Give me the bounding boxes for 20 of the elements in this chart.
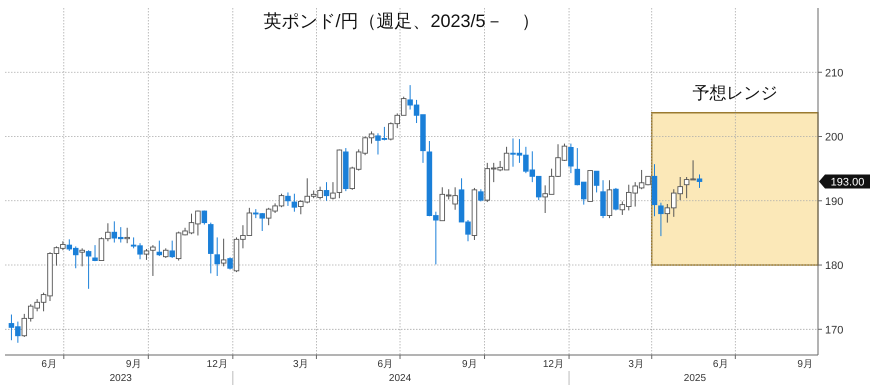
x-tick-label: 6月 — [712, 359, 728, 370]
x-tick-label: 9月 — [797, 359, 813, 370]
y-tick-label: 210 — [825, 67, 844, 80]
x2-tick-label: 2024 — [388, 373, 412, 384]
chart-title: 英ポンド/円（週足、2023/5－ ） — [263, 11, 540, 31]
y-tick-label: 200 — [825, 132, 844, 144]
x-tick-label: 9月 — [462, 359, 478, 370]
band-label: 予想レンジ — [692, 84, 778, 103]
x-tick-label: 6月 — [41, 359, 57, 370]
y-tick-label: 190 — [825, 196, 844, 208]
y-tick-label: 180 — [825, 260, 844, 272]
x-tick-label: 9月 — [126, 359, 142, 370]
x-tick-label: 12月 — [542, 359, 564, 370]
x2-tick-label: 2023 — [110, 373, 132, 384]
y-tick-label: 170 — [825, 324, 844, 336]
x2-tick-label: 2025 — [684, 373, 706, 384]
x-tick-label: 12月 — [206, 359, 228, 370]
x-tick-label: 6月 — [378, 359, 394, 370]
x-tick-label: 3月 — [628, 359, 644, 370]
x-tick-label: 3月 — [293, 359, 309, 370]
